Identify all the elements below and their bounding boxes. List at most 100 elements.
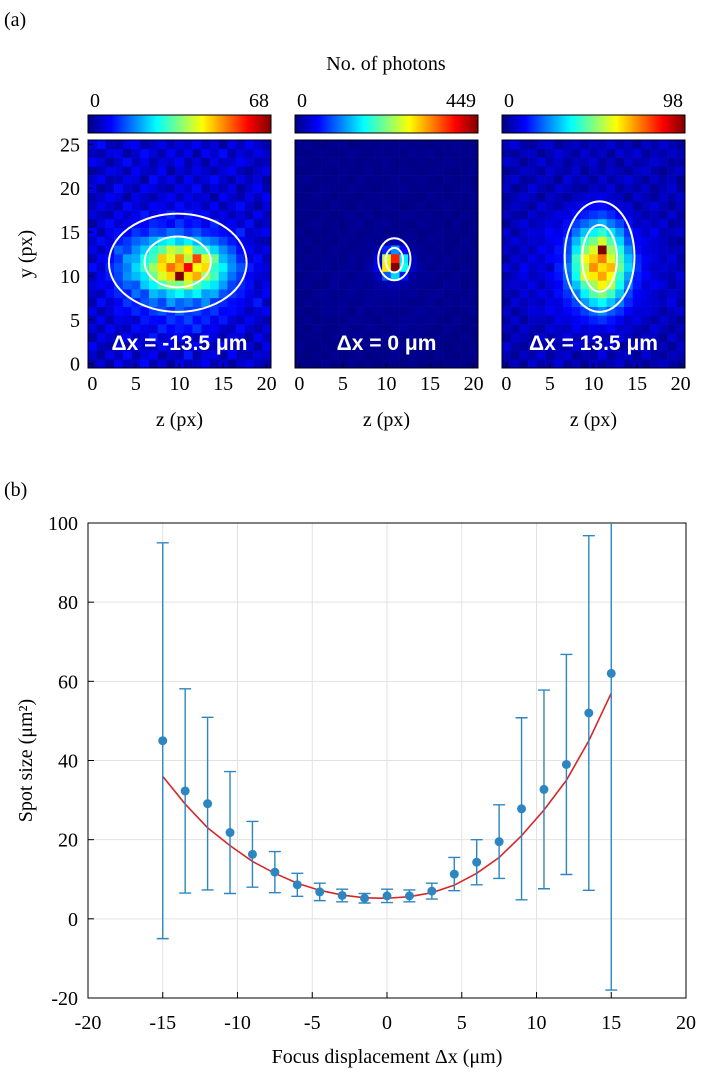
heatmap-cell [303, 262, 313, 272]
heatmap-cell [140, 166, 150, 176]
heatmap-cell [295, 324, 305, 334]
heatmap-cell [312, 315, 322, 325]
heatmap-cell [227, 306, 237, 316]
heatmap-cell [88, 332, 98, 342]
heatmap-cell [443, 350, 453, 360]
heatmap-cell [175, 254, 185, 264]
heatmap-cell [227, 192, 237, 202]
heatmap-cell [408, 332, 418, 342]
heatmap-cell [312, 227, 322, 237]
heatmap-cell [469, 306, 479, 316]
heatmap-cell [131, 245, 141, 255]
heatmap-cell [312, 210, 322, 220]
heatmap-cell [140, 297, 150, 307]
heatmap-cell [451, 227, 461, 237]
heatmap-cell [166, 166, 176, 176]
heatmap-cell [641, 262, 651, 272]
heatmap-cell [192, 359, 202, 369]
heatmap-cell [236, 166, 246, 176]
x-tick-label: 15 [213, 373, 233, 395]
heatmap-cell [425, 315, 435, 325]
heatmap-cell [218, 324, 228, 334]
heatmap-cell [227, 245, 237, 255]
heatmap-cell [201, 306, 211, 316]
heatmap-cell [667, 341, 677, 351]
heatmap-cell [443, 183, 453, 193]
heatmap-cell [606, 245, 616, 255]
heatmap-cell [157, 350, 167, 360]
heatmap-cell [632, 350, 642, 360]
heatmap-cell [166, 218, 176, 228]
heatmap-cell [408, 350, 418, 360]
heatmap-cell [373, 289, 383, 299]
heatmap-cell [589, 140, 599, 150]
heatmap-cell [510, 359, 520, 369]
data-point [427, 886, 437, 896]
heatmap-cell [589, 254, 599, 264]
x-tick-label: 0 [87, 373, 97, 395]
heatmap-cell [218, 175, 228, 185]
heatmap-cell [166, 148, 176, 158]
heatmap-cell [390, 210, 400, 220]
heatmap-cell [624, 324, 634, 334]
heatmap-cell [536, 218, 546, 228]
heatmap-cell [356, 315, 366, 325]
heatmap-cell [597, 157, 607, 167]
heatmap-cell [667, 324, 677, 334]
heatmap-cell [303, 166, 313, 176]
heatmap-cell [667, 297, 677, 307]
heatmap-cell [563, 201, 573, 211]
heatmap-cell [460, 236, 470, 246]
heatmap-cell [536, 183, 546, 193]
heatmap-cell [443, 227, 453, 237]
heatmap-cell [201, 350, 211, 360]
heatmap-cell [295, 192, 305, 202]
heatmap-cell [589, 236, 599, 246]
heatmap-cell [545, 218, 555, 228]
heatmap-cell [676, 218, 686, 228]
heatmap-cell [571, 183, 581, 193]
heatmap-cell [236, 192, 246, 202]
heatmap-cell [88, 297, 98, 307]
heatmap-cell [295, 350, 305, 360]
heatmap-cell [451, 201, 461, 211]
heatmap-cell [624, 350, 634, 360]
heatmap-cell [641, 236, 651, 246]
heatmap-cell [650, 210, 660, 220]
heatmap-cell [88, 157, 98, 167]
heatmap-cell [597, 254, 607, 264]
heatmap-cell [597, 315, 607, 325]
heatmap-cell [563, 218, 573, 228]
heatmap-cell [545, 236, 555, 246]
heatmap-cell [510, 306, 520, 316]
heatmap-cell [88, 341, 98, 351]
heatmap-cell [554, 280, 564, 290]
heatmap-cell [114, 324, 124, 334]
heatmap-cell [571, 218, 581, 228]
heatmap-cell [641, 183, 651, 193]
heatmap-cell [321, 201, 331, 211]
heatmap-cell [519, 140, 529, 150]
heatmap-cell [96, 218, 106, 228]
heatmap-cell [96, 297, 106, 307]
heatmap-cell [364, 201, 374, 211]
heatmap-cell [166, 140, 176, 150]
heatmap-cell [88, 201, 98, 211]
heatmap-cell [131, 324, 141, 334]
heatmap-cell [149, 271, 159, 281]
colorbar-tick-label: 0 [504, 90, 514, 112]
heatmap-cell [425, 148, 435, 158]
heatmap-cell [347, 289, 357, 299]
heatmap-cell [122, 227, 132, 237]
heatmap-cell [356, 271, 366, 281]
heatmap-cell [519, 183, 529, 193]
heatmap-cell [201, 341, 211, 351]
heatmap-cell [545, 297, 555, 307]
heatmap-cell [399, 183, 409, 193]
heatmap-cell [253, 140, 263, 150]
heatmap-cell [606, 271, 616, 281]
heatmap-cell [149, 262, 159, 272]
heatmap-cell [408, 148, 418, 158]
heatmap-cell [140, 210, 150, 220]
colorbar-tick-label: 98 [663, 90, 683, 112]
